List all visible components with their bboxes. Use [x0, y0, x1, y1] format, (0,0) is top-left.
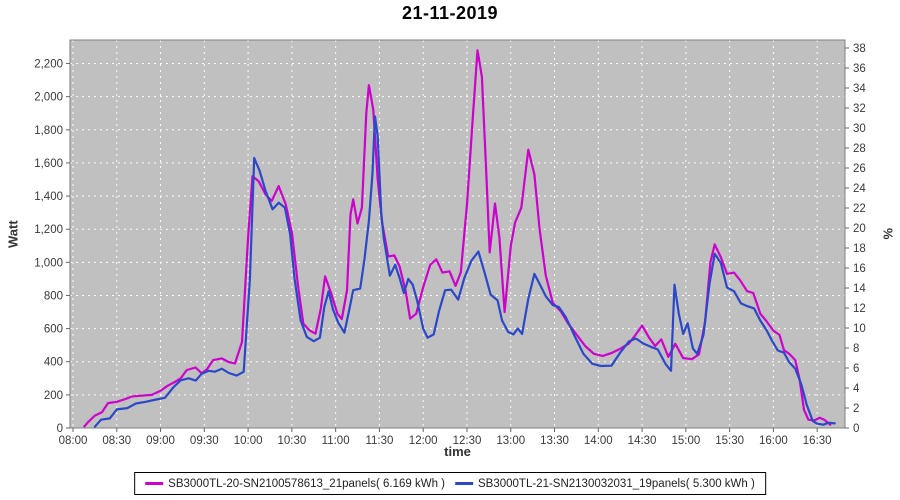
legend-item-series2: SB3000TL-21-SN2130032031_19panels( 5.300…	[455, 478, 755, 490]
y-axis-right-title: %	[880, 228, 896, 240]
y-right-tick-label: 10	[853, 323, 866, 335]
y-right-tick-label: 6	[853, 363, 859, 375]
y-right-tick-label: 26	[853, 163, 866, 175]
x-tick-label: 14:30	[628, 435, 657, 447]
x-tick-label: 10:30	[277, 435, 306, 447]
legend: SB3000TL-20-SN2100578613_21panels( 6.169…	[134, 472, 766, 495]
x-tick-label: 15:00	[671, 435, 700, 447]
y-left-tick-label: 1,600	[34, 158, 63, 170]
y-right-tick-label: 8	[853, 343, 859, 355]
legend-item-series1: SB3000TL-20-SN2100578613_21panels( 6.169…	[145, 478, 445, 490]
series-line-1	[83, 49, 832, 428]
y-right-tick-label: 4	[853, 383, 860, 395]
x-tick-label: 12:00	[409, 435, 438, 447]
data-series	[83, 49, 836, 428]
x-tick-label: 10:00	[234, 435, 263, 447]
y-left-tick-label: 0	[57, 423, 63, 435]
x-tick-label: 08:30	[102, 435, 131, 447]
x-tick-label: 09:00	[146, 435, 175, 447]
y-right-tick-label: 20	[853, 223, 866, 235]
y-left-tick-label: 800	[44, 290, 63, 302]
legend-label-series1: SB3000TL-20-SN2100578613_21panels( 6.169…	[168, 477, 445, 490]
y-right-tick-label: 12	[853, 303, 866, 315]
x-tick-label: 12:30	[453, 435, 482, 447]
y-right-tick-label: 0	[853, 423, 859, 435]
y-left-tick-label: 2,200	[34, 59, 63, 71]
y-left-tick-label: 1,400	[34, 191, 63, 203]
legend-swatch-series1	[145, 482, 164, 485]
y-left-tick-label: 1,000	[34, 257, 63, 269]
x-tick-label: 16:00	[759, 435, 788, 447]
y-right-tick-label: 22	[853, 203, 866, 215]
legend-label-series2: SB3000TL-21-SN2130032031_19panels( 5.300…	[478, 477, 755, 490]
y-left-tick-label: 400	[44, 357, 63, 369]
y-left-tick-label: 200	[44, 390, 63, 402]
y-right-tick-label: 18	[853, 243, 866, 255]
x-tick-label: 15:30	[715, 435, 744, 447]
x-tick-label: 14:00	[584, 435, 613, 447]
x-tick-label: 11:00	[322, 435, 350, 447]
y-right-tick-label: 36	[853, 63, 866, 75]
y-axis-left-ticks: 0 200 400 600 800 1,000 1,200 1,400 1,600 1,800 2,…	[34, 59, 70, 435]
x-tick-label: 08:00	[59, 435, 88, 447]
y-right-tick-label: 16	[853, 263, 866, 275]
y-right-tick-label: 28	[853, 143, 866, 155]
y-left-tick-label: 1,800	[34, 125, 63, 137]
y-left-tick-label: 600	[44, 324, 63, 336]
plot-background	[70, 40, 845, 428]
y-left-tick-label: 1,200	[34, 224, 63, 236]
y-right-tick-label: 24	[853, 183, 866, 195]
y-right-tick-label: 32	[853, 103, 866, 115]
chart-title: 21-11-2019	[401, 3, 499, 23]
x-tick-label: 16:30	[803, 435, 832, 447]
y-axis-left-title: Watt	[5, 220, 21, 248]
plot-border	[69, 39, 846, 429]
y-right-tick-label: 2	[853, 403, 859, 415]
x-tick-label: 13:00	[496, 435, 525, 447]
legend-swatch-series2	[455, 482, 473, 485]
y-right-tick-label: 14	[853, 283, 866, 295]
x-tick-label: 09:30	[190, 435, 219, 447]
x-axis-ticks: 08:00 08:30 09:00 09:30 10:00 10:30 11:00 11:30…	[59, 428, 832, 447]
y-left-tick-label: 2,000	[34, 92, 63, 104]
x-axis-title: time	[444, 444, 471, 459]
x-tick-label: 11:30	[365, 435, 393, 447]
series-line-2	[93, 115, 836, 428]
y-right-tick-label: 34	[853, 83, 866, 95]
y-right-tick-label: 38	[853, 43, 866, 55]
x-tick-label: 13:30	[540, 435, 569, 447]
y-right-tick-label: 30	[853, 123, 866, 135]
